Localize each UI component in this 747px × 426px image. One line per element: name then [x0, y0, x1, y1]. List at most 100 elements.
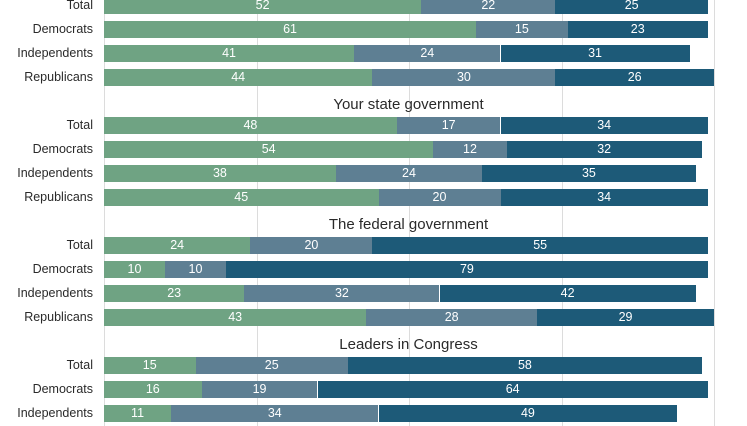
row-label: Independents [17, 286, 93, 300]
bar-segment-2 [433, 141, 507, 158]
data-label: 34 [267, 406, 282, 420]
bar-segment-2 [378, 189, 501, 206]
data-label: 24 [420, 46, 435, 60]
row-label: Republicans [24, 310, 93, 324]
section-title: The federal government [328, 216, 489, 233]
data-label: 30 [456, 70, 471, 84]
data-label: 10 [188, 262, 203, 276]
bar-segment-2 [195, 357, 348, 374]
bar-segment-3 [537, 309, 714, 326]
bar-segment-3 [317, 381, 708, 398]
data-label: 20 [304, 238, 319, 252]
data-label: 24 [402, 166, 416, 180]
data-label: 64 [505, 382, 520, 396]
bar-segment-2 [354, 45, 501, 62]
row-label: Republicans [24, 190, 93, 204]
bar-segment-2 [366, 309, 538, 326]
bar-segment-1 [104, 285, 245, 302]
bar-segment-2 [244, 285, 440, 302]
bar-segment-1 [104, 381, 202, 398]
data-label: 24 [170, 238, 185, 252]
data-label: 43 [228, 310, 243, 324]
bar-segment-3 [500, 117, 708, 134]
bar-segment-1 [104, 405, 172, 422]
row-label: Independents [17, 166, 93, 180]
data-label: 35 [581, 166, 596, 180]
row-label: Democrats [32, 262, 93, 276]
data-label: 42 [560, 286, 575, 300]
bar-segment-2 [396, 117, 501, 134]
bar-segment-1 [104, 165, 336, 182]
bar-segment-1 [104, 357, 196, 374]
row-label: Total [66, 118, 93, 132]
row-label: Democrats [32, 382, 93, 396]
data-label: 26 [627, 70, 642, 84]
data-label: 23 [167, 286, 182, 300]
bar-segment-1 [104, 0, 422, 14]
gridline [256, 0, 258, 426]
section-title: Your state government [333, 96, 484, 113]
bar-segment-1 [104, 45, 355, 62]
section-title: Leaders in Congress [339, 336, 478, 353]
bar-segment-3 [500, 189, 708, 206]
bar-segment-3 [348, 357, 702, 374]
data-label: 55 [533, 238, 548, 252]
data-label: 20 [432, 190, 447, 204]
bar-segment-1 [104, 261, 165, 278]
data-label: 17 [441, 118, 456, 132]
row-label: Total [66, 0, 93, 12]
data-label: 79 [459, 262, 474, 276]
data-label: 44 [231, 70, 246, 84]
bar-segment-1 [104, 69, 373, 86]
bar-segment-3 [555, 69, 714, 86]
bar-segment-3 [378, 405, 678, 422]
data-label: 22 [481, 0, 496, 12]
bar-segment-3 [372, 237, 708, 254]
row-label: Republicans [24, 70, 93, 84]
data-label: 15 [514, 22, 529, 36]
bar-segment-2 [372, 69, 556, 86]
data-label: 34 [597, 118, 612, 132]
gridline [714, 0, 715, 426]
data-label: 28 [444, 310, 459, 324]
data-label: 10 [127, 262, 142, 276]
row-label: Independents [17, 406, 93, 420]
row-label: Independents [17, 46, 93, 60]
data-label: 41 [222, 46, 236, 60]
bar-segment-1 [104, 117, 397, 134]
bar-segment-2 [171, 405, 379, 422]
data-label: 32 [334, 286, 349, 300]
data-label: 11 [131, 406, 145, 420]
bar-segment-2 [476, 21, 568, 38]
bar-segment-3 [555, 0, 708, 14]
data-label: 25 [264, 358, 279, 372]
data-label: 34 [597, 190, 612, 204]
gridline [104, 0, 105, 426]
data-label: 12 [463, 142, 477, 156]
bar-segment-3 [500, 45, 690, 62]
bar-segment-1 [104, 21, 477, 38]
bar-segment-3 [482, 165, 696, 182]
data-label: 25 [624, 0, 639, 12]
row-label: Democrats [32, 22, 93, 36]
data-label: 19 [252, 382, 267, 396]
bar-segment-1 [104, 237, 251, 254]
data-label: 29 [618, 310, 633, 324]
bar-segment-1 [104, 141, 434, 158]
gridline [409, 0, 410, 426]
data-label: 32 [597, 142, 612, 156]
data-label: 23 [630, 22, 645, 36]
bar-segment-2 [201, 381, 318, 398]
data-label: 16 [145, 382, 160, 396]
data-label: 48 [243, 118, 258, 132]
data-label: 49 [520, 406, 535, 420]
row-label: Democrats [32, 142, 93, 156]
data-label: 54 [261, 142, 276, 156]
data-label: 31 [588, 46, 602, 60]
bar-segment-2 [421, 0, 556, 14]
row-label: Total [66, 238, 93, 252]
bar-segment-2 [165, 261, 226, 278]
bar-segment-3 [567, 21, 708, 38]
data-label: 58 [517, 358, 532, 372]
